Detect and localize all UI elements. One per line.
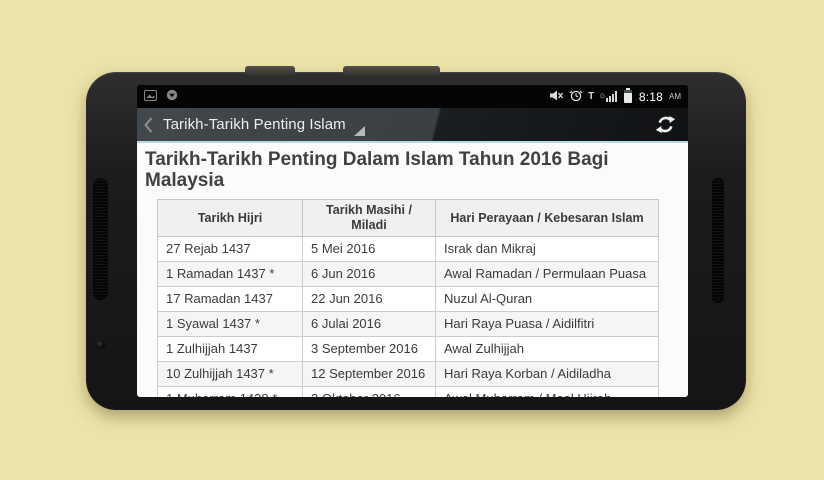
phone-frame: T G 8:18 AM Tarikh-Tarikh Penting Islam bbox=[86, 66, 746, 410]
refresh-button[interactable] bbox=[655, 114, 676, 135]
spinner-caret-icon[interactable] bbox=[353, 126, 365, 136]
cell-perayaan: Hari Raya Korban / Aidiladha bbox=[435, 361, 659, 387]
status-bar: T G 8:18 AM bbox=[137, 85, 688, 108]
bottom-speaker-grille bbox=[712, 177, 724, 303]
cell-masihi: 2 Oktober 2016 bbox=[302, 386, 436, 397]
cell-perayaan: Hari Raya Puasa / Aidilfitri bbox=[435, 311, 659, 337]
column-header-masihi: Tarikh Masihi / Miladi bbox=[302, 199, 436, 237]
table-row: 1 Ramadan 1437 * 6 Jun 2016 Awal Ramadan… bbox=[157, 261, 659, 287]
table-row: 17 Ramadan 1437 22 Jun 2016 Nuzul Al-Qur… bbox=[157, 286, 659, 312]
earpiece-speaker-grille bbox=[93, 178, 108, 300]
cell-masihi: 5 Mei 2016 bbox=[302, 236, 436, 262]
volume-button bbox=[343, 66, 440, 75]
app-bar-title: Tarikh-Tarikh Penting Islam bbox=[163, 116, 346, 133]
cell-masihi: 6 Jun 2016 bbox=[302, 261, 436, 287]
column-header-hijri: Tarikh Hijri bbox=[157, 199, 303, 237]
clock-meridiem: AM bbox=[669, 92, 681, 101]
page-title: Tarikh-Tarikh Penting Dalam Islam Tahun … bbox=[145, 149, 609, 191]
battery-icon bbox=[623, 88, 632, 103]
cell-hijri: 17 Ramadan 1437 bbox=[157, 286, 303, 312]
app-bar: Tarikh-Tarikh Penting Islam bbox=[137, 108, 688, 141]
network-type-icon: T bbox=[588, 90, 595, 102]
table-row-partially-visible: 1 Muharram 1438 * 2 Oktober 2016 Awal Mu… bbox=[157, 386, 659, 397]
cell-perayaan: Awal Ramadan / Permulaan Puasa bbox=[435, 261, 659, 287]
table-header-row: Tarikh Hijri Tarikh Masihi / Miladi Hari… bbox=[157, 199, 659, 237]
back-chevron-icon bbox=[144, 116, 153, 133]
download-icon bbox=[166, 89, 178, 104]
signal-strength-icon: G bbox=[599, 91, 617, 102]
power-button bbox=[245, 66, 295, 75]
cell-masihi: 12 September 2016 bbox=[302, 361, 436, 387]
cell-hijri: 10 Zulhijjah 1437 * bbox=[157, 361, 303, 387]
webview-content[interactable]: Tarikh-Tarikh Penting Dalam Islam Tahun … bbox=[137, 143, 688, 397]
cell-hijri: 1 Muharram 1438 * bbox=[157, 386, 303, 397]
appbar-accent-divider bbox=[137, 141, 688, 143]
islamic-dates-table: Tarikh Hijri Tarikh Masihi / Miladi Hari… bbox=[157, 199, 659, 397]
cell-perayaan: Israk dan Mikraj bbox=[435, 236, 659, 262]
clock-time: 8:18 bbox=[638, 89, 663, 104]
cell-hijri: 1 Zulhijjah 1437 bbox=[157, 336, 303, 362]
refresh-icon bbox=[655, 115, 676, 134]
mute-icon bbox=[549, 89, 564, 105]
cell-perayaan: Nuzul Al-Quran bbox=[435, 286, 659, 312]
phone-screen: T G 8:18 AM Tarikh-Tarikh Penting Islam bbox=[137, 85, 688, 397]
back-button[interactable] bbox=[143, 116, 154, 134]
cell-perayaan: Awal Zulhijjah bbox=[435, 336, 659, 362]
cell-perayaan: Awal Muharram / Maal Hijrah bbox=[435, 386, 659, 397]
cell-hijri: 27 Rejab 1437 bbox=[157, 236, 303, 262]
table-row: 1 Syawal 1437 * 6 Julai 2016 Hari Raya P… bbox=[157, 311, 659, 337]
column-header-perayaan: Hari Perayaan / Kebesaran Islam bbox=[435, 199, 659, 237]
cell-masihi: 3 September 2016 bbox=[302, 336, 436, 362]
table-row: 10 Zulhijjah 1437 * 12 September 2016 Ha… bbox=[157, 361, 659, 387]
table-row: 1 Zulhijjah 1437 3 September 2016 Awal Z… bbox=[157, 336, 659, 362]
cell-masihi: 22 Jun 2016 bbox=[302, 286, 436, 312]
cell-hijri: 1 Ramadan 1437 * bbox=[157, 261, 303, 287]
table-row: 27 Rejab 1437 5 Mei 2016 Israk dan Mikra… bbox=[157, 236, 659, 262]
alarm-icon bbox=[569, 89, 583, 105]
front-camera bbox=[96, 340, 105, 349]
cell-hijri: 1 Syawal 1437 * bbox=[157, 311, 303, 337]
screenshot-icon bbox=[144, 89, 157, 104]
cell-masihi: 6 Julai 2016 bbox=[302, 311, 436, 337]
